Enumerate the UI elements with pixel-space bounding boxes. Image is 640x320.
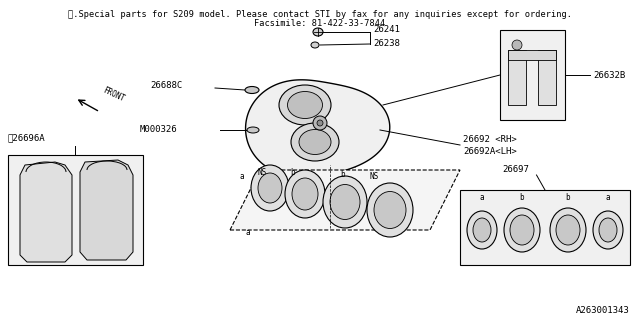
Bar	[508, 50, 526, 105]
Text: 26692 <RH>: 26692 <RH>	[463, 135, 516, 145]
Ellipse shape	[247, 127, 259, 133]
Ellipse shape	[287, 92, 323, 118]
Ellipse shape	[556, 215, 580, 245]
Text: b: b	[340, 170, 344, 179]
Text: ※26696A: ※26696A	[8, 133, 45, 142]
Ellipse shape	[510, 215, 534, 245]
Polygon shape	[20, 162, 72, 262]
Bar	[500, 30, 565, 120]
Ellipse shape	[313, 28, 323, 36]
Polygon shape	[246, 80, 390, 177]
Text: 26241: 26241	[373, 26, 400, 35]
Text: b: b	[520, 194, 524, 203]
Ellipse shape	[593, 211, 623, 249]
Text: b: b	[566, 194, 570, 203]
Text: NS: NS	[370, 172, 380, 181]
Text: a: a	[245, 228, 250, 237]
Circle shape	[512, 40, 522, 50]
Text: a: a	[240, 172, 244, 181]
Ellipse shape	[258, 173, 282, 203]
Ellipse shape	[251, 165, 289, 211]
Polygon shape	[80, 160, 133, 260]
Ellipse shape	[323, 176, 367, 228]
Ellipse shape	[473, 218, 491, 242]
Text: ※.Special parts for S209 model. Please contact STI by fax for any inquiries exce: ※.Special parts for S209 model. Please c…	[68, 10, 572, 19]
Text: 26692A<LH>: 26692A<LH>	[463, 148, 516, 156]
Ellipse shape	[467, 211, 497, 249]
Text: 26688C: 26688C	[150, 82, 182, 91]
Text: NS: NS	[258, 168, 268, 177]
Text: 26697: 26697	[502, 165, 529, 174]
Ellipse shape	[599, 218, 617, 242]
Ellipse shape	[311, 42, 319, 48]
Ellipse shape	[279, 85, 331, 125]
Ellipse shape	[292, 178, 318, 210]
Ellipse shape	[330, 185, 360, 220]
Text: Facsimile: 81-422-33-7844: Facsimile: 81-422-33-7844	[254, 19, 386, 28]
Bar	[8, 155, 143, 265]
Text: 26238: 26238	[373, 39, 400, 49]
Ellipse shape	[299, 130, 331, 155]
Bar	[508, 50, 556, 60]
Text: A263001343: A263001343	[576, 306, 630, 315]
Polygon shape	[230, 170, 460, 230]
Text: M000326: M000326	[140, 125, 178, 134]
Ellipse shape	[504, 208, 540, 252]
Text: a: a	[605, 194, 611, 203]
Ellipse shape	[291, 123, 339, 161]
Ellipse shape	[374, 191, 406, 228]
Text: 26632B: 26632B	[593, 70, 625, 79]
Circle shape	[317, 120, 323, 126]
Text: a: a	[480, 194, 484, 203]
Text: FRONT: FRONT	[101, 86, 126, 104]
Ellipse shape	[285, 170, 325, 218]
Bar	[460, 190, 630, 265]
Ellipse shape	[550, 208, 586, 252]
Ellipse shape	[367, 183, 413, 237]
Bar	[538, 50, 556, 105]
Ellipse shape	[245, 86, 259, 93]
Circle shape	[313, 116, 327, 130]
Text: b: b	[290, 168, 294, 177]
